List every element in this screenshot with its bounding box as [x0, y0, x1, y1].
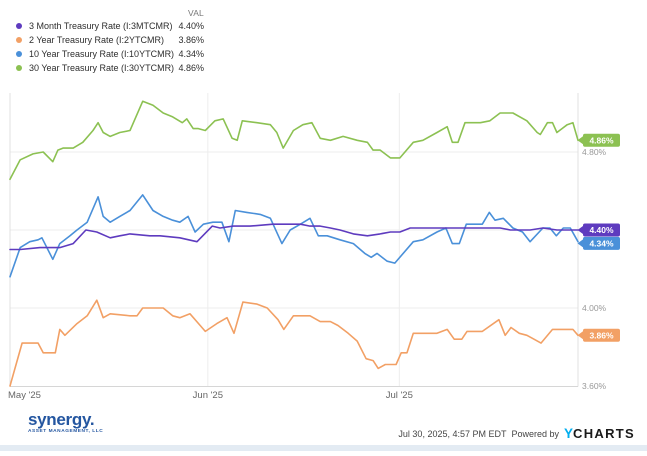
- value-badge: [583, 133, 620, 147]
- x-tick-label: Jul '25: [386, 390, 413, 401]
- series-line: [9, 223, 579, 251]
- y-tick-label: 4.80%: [582, 147, 607, 157]
- series-line: [9, 194, 579, 278]
- legend-item-label: 2 Year Treasury Rate (I:2YTCMR): [29, 35, 165, 45]
- legend-item-value: 4.40%: [178, 21, 204, 31]
- synergy-logo-subtitle: ASSET MANAGEMENT, LLC: [28, 429, 104, 434]
- synergy-logo[interactable]: synergy. ASSET MANAGEMENT, LLC: [28, 411, 103, 434]
- ycharts-logo[interactable]: Y CHARTS: [564, 426, 635, 441]
- value-badge-pointer: [577, 226, 583, 234]
- value-badge-label: 4.86%: [589, 136, 614, 146]
- legend-item: 3 Month Treasury Rate (I:3MTCMR) 4.40%: [16, 19, 204, 33]
- chart-legend: VAL 3 Month Treasury Rate (I:3MTCMR) 4.40…: [16, 6, 204, 75]
- y-tick-label: 3.60%: [582, 381, 607, 391]
- ycharts-logo-text: CHARTS: [573, 426, 635, 441]
- value-badge-label: 3.86%: [589, 331, 614, 341]
- legend-swatch-icon: [16, 37, 22, 43]
- chart-footer: Jul 30, 2025, 4:57 PM EDT Powered by Y C…: [398, 426, 635, 441]
- powered-by-label: Powered by: [511, 428, 560, 439]
- value-badge: [583, 328, 620, 342]
- series-line: [9, 299, 579, 387]
- legend-val-header: VAL: [187, 7, 204, 18]
- x-tick-label: May '25: [8, 390, 41, 401]
- legend-swatch-icon: [16, 51, 22, 57]
- legend-item: 30 Year Treasury Rate (I:30YTCMR) 4.86%: [16, 61, 204, 75]
- legend-item-value: 4.86%: [178, 63, 204, 73]
- legend-item-label: 10 Year Treasury Rate (I:10YTCMR): [29, 49, 175, 59]
- value-badge: [583, 223, 620, 237]
- value-badge: [583, 236, 620, 250]
- legend-items: 3 Month Treasury Rate (I:3MTCMR) 4.40% 2 Y…: [16, 19, 204, 75]
- legend-item-value: 4.34%: [178, 49, 204, 59]
- value-badge-label: 4.34%: [589, 239, 614, 249]
- legend-item-label: 30 Year Treasury Rate (I:30YTCMR): [29, 63, 175, 73]
- value-badge-pointer: [577, 239, 583, 248]
- value-badge-pointer: [577, 331, 583, 340]
- value-badge-label: 4.40%: [589, 225, 614, 235]
- legend-header: VAL: [16, 6, 204, 19]
- synergy-logo-name: synergy.: [28, 410, 95, 429]
- y-tick-label: 4.00%: [582, 303, 607, 313]
- ycharts-logo-y: Y: [564, 426, 574, 441]
- chart-timestamp: Jul 30, 2025, 4:57 PM EDT: [398, 428, 507, 439]
- legend-item-value: 3.86%: [178, 35, 204, 45]
- legend-swatch-icon: [16, 23, 22, 29]
- series-line: [9, 100, 579, 181]
- x-tick-label: Jun '25: [193, 390, 223, 401]
- legend-item-label: 3 Month Treasury Rate (I:3MTCMR): [29, 21, 173, 31]
- legend-item: 2 Year Treasury Rate (I:2YTCMR) 3.86%: [16, 33, 204, 47]
- value-badge-pointer: [577, 136, 583, 145]
- legend-item: 10 Year Treasury Rate (I:10YTCMR) 4.34%: [16, 47, 204, 61]
- legend-swatch-icon: [16, 65, 22, 71]
- bottom-strip: [0, 445, 647, 451]
